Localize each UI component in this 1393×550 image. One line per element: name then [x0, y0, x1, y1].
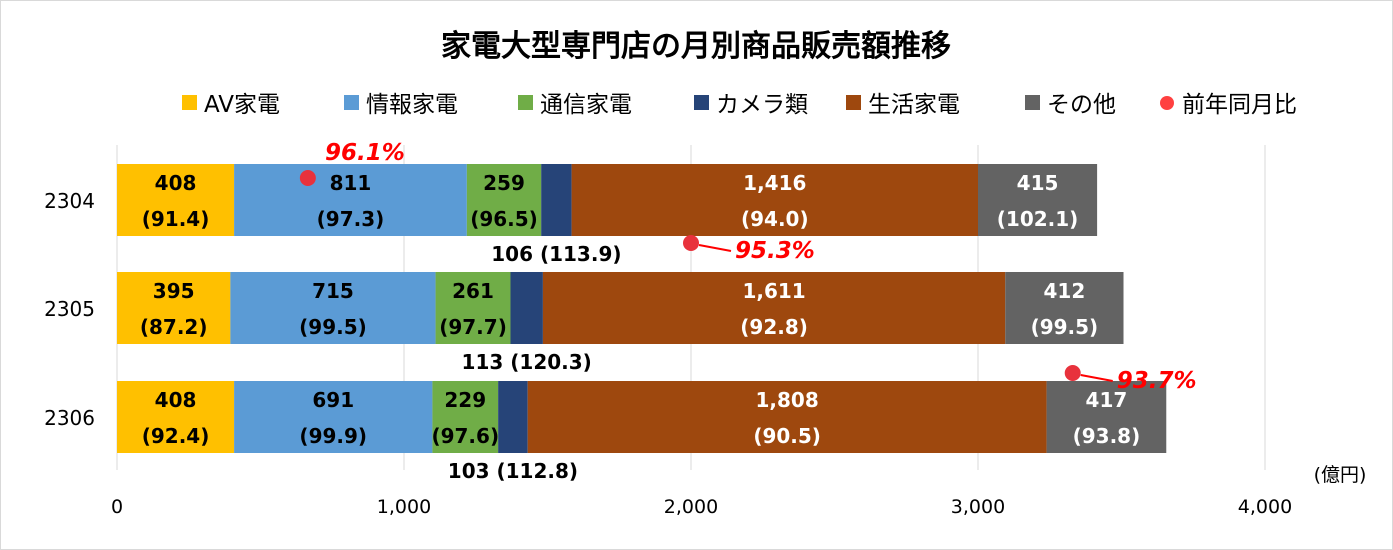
ratio-label: (91.4) — [142, 207, 210, 231]
yoy-marker — [683, 235, 699, 251]
bar-segment — [978, 164, 1098, 236]
legend-label: 情報家電 — [366, 92, 458, 118]
bar-segment — [1005, 272, 1124, 344]
bar-segment — [498, 381, 528, 453]
leader-line — [1080, 374, 1113, 382]
data-label: 691 — [312, 388, 354, 412]
category-label: 2306 — [44, 406, 95, 430]
bar-segment — [466, 164, 542, 236]
legend: AV家電 情報家電 通信家電 カメラ類 生活家電 その他 前年同月比 — [182, 92, 1297, 118]
data-label: 412 — [1044, 279, 1086, 303]
leader-line — [698, 244, 732, 252]
ratio-label: (94.0) — [741, 207, 809, 231]
yoy-markers: 96.1% 95.3% 93.7% — [299, 140, 1197, 394]
legend-swatch — [344, 95, 359, 110]
data-label: 229 — [444, 388, 486, 412]
x-tick-label: 3,000 — [951, 496, 1005, 518]
x-tick-label: 1,000 — [377, 496, 431, 518]
legend-swatch — [694, 95, 709, 110]
legend-swatch — [182, 95, 197, 110]
legend-swatch — [846, 95, 861, 110]
x-tick-label: 0 — [111, 496, 123, 518]
ratio-label: (97.7) — [439, 315, 507, 339]
category-label: 2304 — [44, 189, 95, 213]
ratio-label: (99.5) — [299, 315, 367, 339]
ratio-label: (97.6) — [431, 424, 499, 448]
data-label: 261 — [452, 279, 494, 303]
ratio-label: (93.8) — [1073, 424, 1141, 448]
legend-swatch — [1025, 95, 1040, 110]
bar-segment — [542, 272, 1006, 344]
data-label: 259 — [483, 171, 525, 195]
ratio-label: (90.5) — [753, 424, 821, 448]
data-label: 1,416 — [743, 171, 806, 195]
ratio-label: (87.2) — [140, 315, 208, 339]
x-tick-label: 2,000 — [664, 496, 718, 518]
yoy-label: 95.3% — [735, 238, 815, 264]
data-label: 715 — [312, 279, 354, 303]
bar-segment — [234, 381, 433, 453]
data-label: 811 — [330, 171, 372, 195]
legend-marker — [1160, 96, 1174, 110]
data-label: 1,808 — [756, 388, 819, 412]
bar-segment — [527, 381, 1047, 453]
legend-label: その他 — [1047, 92, 1116, 118]
bar-segment — [1046, 381, 1167, 453]
category-label: 2305 — [44, 297, 95, 321]
data-label: 113 (120.3) — [462, 350, 592, 374]
yoy-label: 96.1% — [325, 140, 405, 166]
bar-segment — [117, 164, 235, 236]
bar-segment — [230, 272, 436, 344]
data-label: 103 (112.8) — [448, 459, 578, 483]
bars: 2304 408 (91.4) 811 (97.3) 259 (96.5) 106 (113.… — [44, 164, 1167, 483]
bar-segment — [432, 381, 499, 453]
bar-segment — [541, 164, 572, 236]
yoy-marker — [299, 170, 316, 186]
legend-label: カメラ類 — [716, 92, 808, 118]
ratio-label: (96.5) — [470, 207, 538, 231]
legend-label: AV家電 — [204, 92, 280, 118]
data-label: 417 — [1086, 388, 1128, 412]
bar-segment — [234, 164, 467, 236]
ratio-label: (92.4) — [142, 424, 210, 448]
yoy-marker — [1064, 365, 1081, 381]
legend-label: 生活家電 — [868, 92, 960, 118]
chart-title: 家電大型専門店の月別商品販売額推移 — [441, 29, 951, 64]
ratio-label: (99.5) — [1031, 315, 1099, 339]
data-label: 395 — [153, 279, 195, 303]
legend-label: 通信家電 — [540, 92, 632, 118]
ratio-label: (97.3) — [317, 207, 385, 231]
bar-segment — [117, 381, 235, 453]
data-label: 106 (113.9) — [491, 242, 621, 266]
data-label: 415 — [1017, 171, 1059, 195]
bar-segment — [435, 272, 511, 344]
bar-segment — [117, 272, 231, 344]
bar-segment — [571, 164, 978, 236]
legend-label: 前年同月比 — [1182, 92, 1297, 118]
unit-label: (億円) — [1314, 464, 1367, 486]
data-label: 408 — [155, 171, 197, 195]
ratio-label: (99.9) — [299, 424, 367, 448]
x-tick-label: 4,000 — [1238, 496, 1292, 518]
data-label: 408 — [155, 388, 197, 412]
ratio-label: (102.1) — [997, 207, 1079, 231]
ratio-label: (92.8) — [740, 315, 808, 339]
bar-segment — [510, 272, 543, 344]
yoy-label: 93.7% — [1117, 368, 1197, 394]
data-label: 1,611 — [742, 279, 805, 303]
legend-swatch — [518, 95, 533, 110]
